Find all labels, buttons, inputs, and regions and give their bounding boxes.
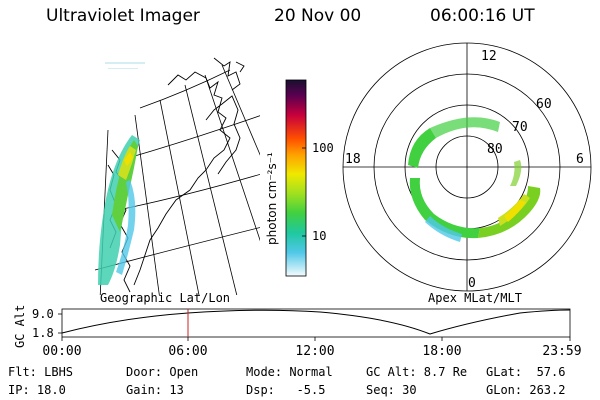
seq-info: Seq: 30 xyxy=(366,383,417,397)
mlt-label-12: 12 xyxy=(481,49,497,64)
aurora-map-band xyxy=(98,135,140,285)
lat-label-60: 60 xyxy=(536,97,552,112)
apex-label: Apex MLat/MLT xyxy=(428,291,522,305)
polar-plot: 12 18 6 0 60 70 80 xyxy=(342,42,592,292)
aurora-oval xyxy=(408,117,541,242)
altitude-plot: GC Alt 9.0 1.8 00:00 06:00 12:00 18:00 2… xyxy=(13,305,582,359)
glat-info: GLat: 57.6 xyxy=(486,365,566,379)
time-tick-1800: 18:00 xyxy=(422,344,461,359)
geographic-label: Geographic Lat/Lon xyxy=(100,291,230,305)
colorbar xyxy=(285,79,307,277)
time-tick-1200: 12:00 xyxy=(295,344,334,359)
altitude-ytick-high: 9.0 xyxy=(32,307,54,321)
ip-info: IP: 18.0 xyxy=(8,383,66,397)
lat-label-80: 80 xyxy=(487,142,503,157)
time-tick-0600: 06:00 xyxy=(168,344,207,359)
door-info: Door: Open xyxy=(126,365,199,379)
lat-label-70: 70 xyxy=(512,120,528,135)
gc-alt-info: GC Alt: 8.7 Re xyxy=(366,365,468,379)
glon-info: GLon: 263.2 xyxy=(486,383,566,397)
mlt-label-18: 18 xyxy=(345,152,361,167)
date-label: 20 Nov 00 xyxy=(274,6,362,26)
mlt-label-6: 6 xyxy=(576,152,584,167)
time-label: 06:00:16 UT xyxy=(430,6,535,26)
colorbar-label: photon cm⁻²s⁻¹ xyxy=(265,152,279,245)
colorbar-tick-10: 10 xyxy=(312,229,326,243)
gain-info: Gain: 13 xyxy=(126,383,184,397)
time-tick-0000: 00:00 xyxy=(42,344,81,359)
altitude-ylabel: GC Alt xyxy=(13,305,27,348)
geographic-map xyxy=(94,57,260,295)
mode-info: Mode: Normal xyxy=(246,365,333,379)
time-tick-2359: 23:59 xyxy=(542,344,581,359)
mlt-label-0: 0 xyxy=(468,276,476,291)
altitude-ytick-low: 1.8 xyxy=(32,326,54,340)
filter-info: Flt: LBHS xyxy=(8,365,74,379)
colorbar-tick-100: 100 xyxy=(312,141,334,155)
instrument-title: Ultraviolet Imager xyxy=(46,6,200,26)
dsp-info: Dsp: -5.5 xyxy=(246,383,326,397)
